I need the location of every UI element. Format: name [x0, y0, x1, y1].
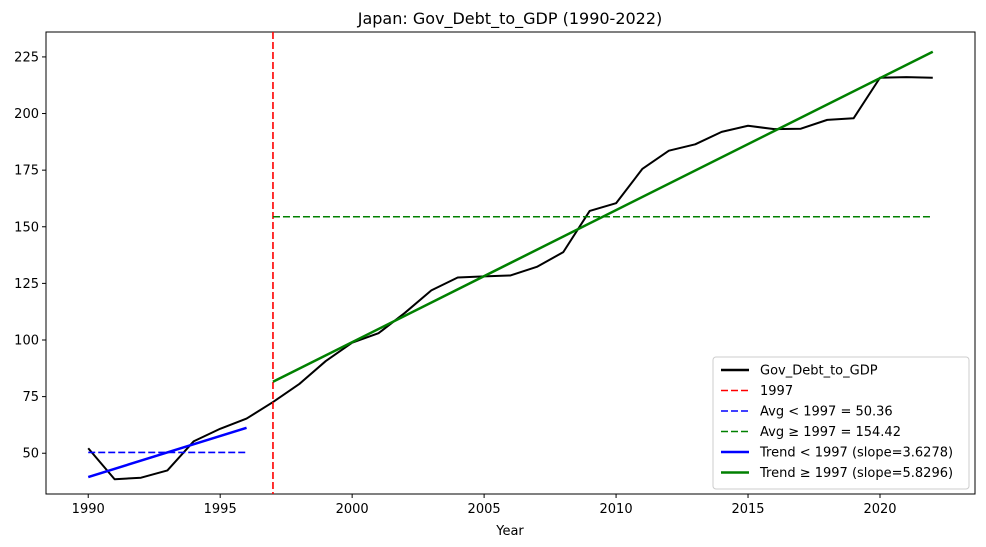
y-tick-label: 200 [14, 107, 39, 122]
y-tick-label: 125 [14, 277, 39, 292]
x-tick-label: 2015 [731, 502, 764, 517]
plot-content [87, 32, 934, 494]
x-axis: 1990 1995 2000 2005 2010 2015 2020 [72, 494, 897, 517]
legend-label: 1997 [760, 384, 793, 399]
y-tick-label: 150 [14, 220, 39, 235]
trend-after-1997-line [272, 50, 934, 383]
plot-area [45, 31, 976, 495]
x-tick-label: 1995 [204, 502, 237, 517]
y-tick-label: 75 [22, 390, 39, 405]
legend-label: Trend < 1997 (slope=3.6278) [759, 446, 953, 461]
y-axis: 50 75 100 125 150 175 200 225 [14, 50, 46, 462]
legend-label: Gov_Debt_to_GDP [760, 364, 878, 379]
legend-label: Avg < 1997 = 50.36 [760, 405, 893, 420]
x-tick-label: 2020 [863, 502, 896, 517]
x-axis-label: Year [495, 524, 524, 539]
y-tick-label: 100 [14, 334, 39, 349]
x-tick-label: 2005 [468, 502, 501, 517]
x-tick-label: 1990 [72, 502, 105, 517]
trend-before-1997-line [87, 426, 247, 479]
legend-label: Trend ≥ 1997 (slope=5.8296) [759, 466, 953, 481]
chart-title: Japan: Gov_Debt_to_GDP (1990-2022) [357, 9, 663, 29]
legend-label: Avg ≥ 1997 = 154.42 [760, 425, 901, 440]
x-tick-label: 2010 [600, 502, 633, 517]
x-tick-label: 2000 [336, 502, 369, 517]
legend-box [712, 356, 970, 490]
y-tick-label: 175 [14, 164, 39, 179]
y-tick-label: 225 [14, 50, 39, 65]
legend: Gov_Debt_to_GDP 1997 Avg < 1997 = 50.36 Avg… [712, 356, 970, 490]
y-tick-label: 50 [22, 447, 39, 462]
series-line-gov-debt-to-gdp [87, 76, 933, 481]
